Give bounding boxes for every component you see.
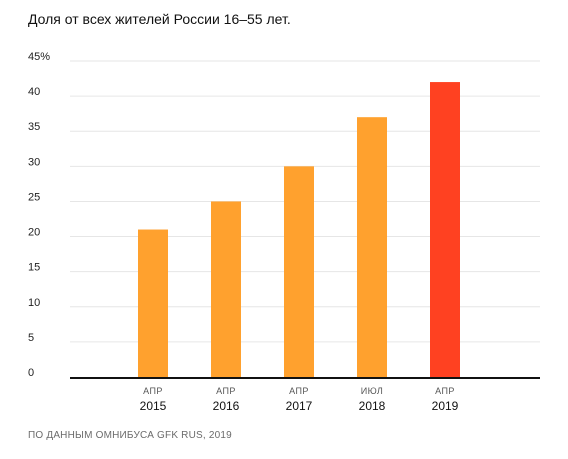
y-tick-label: 10 xyxy=(28,297,40,309)
y-tick-label: 5 xyxy=(28,332,34,344)
x-tick-month: АПР xyxy=(216,386,236,396)
x-tick-year: 2018 xyxy=(359,399,386,413)
y-tick-label: 0 xyxy=(28,367,34,379)
y-tick-label: 40 xyxy=(28,86,40,98)
y-tick-label: 45% xyxy=(28,51,50,63)
y-tick-label: 20 xyxy=(28,227,40,239)
x-axis-labels: АПР 2015 АПР 2016 АПР 2017 ИЮЛ 2018 АПР 2019 xyxy=(140,386,459,413)
bars xyxy=(138,82,460,378)
bar-2017 xyxy=(284,166,314,377)
bar-2016 xyxy=(211,201,241,377)
bar-2018 xyxy=(357,117,387,377)
x-tick-year: 2019 xyxy=(432,399,459,413)
x-tick-month: АПР xyxy=(143,386,163,396)
source-note: ПО ДАННЫМ ОМНИБУСА GFK RUS, 2019 xyxy=(28,430,232,441)
x-tick-year: 2015 xyxy=(140,399,167,413)
y-tick-label: 25 xyxy=(28,191,40,203)
x-tick-month: ИЮЛ xyxy=(361,386,384,396)
x-tick-month: АПР xyxy=(289,386,309,396)
y-tick-label: 35 xyxy=(28,121,40,133)
x-tick-year: 2017 xyxy=(286,399,313,413)
y-tick-label: 15 xyxy=(28,262,40,274)
bar-2019 xyxy=(430,82,460,378)
x-tick-month: АПР xyxy=(435,386,455,396)
chart-title: Доля от всех жителей России 16–55 лет. xyxy=(28,11,291,27)
y-axis-ticks: 0 5 10 15 20 25 30 35 40 45% xyxy=(28,51,50,379)
bar-2015 xyxy=(138,229,168,377)
y-tick-label: 30 xyxy=(28,156,40,168)
x-tick-year: 2016 xyxy=(213,399,240,413)
